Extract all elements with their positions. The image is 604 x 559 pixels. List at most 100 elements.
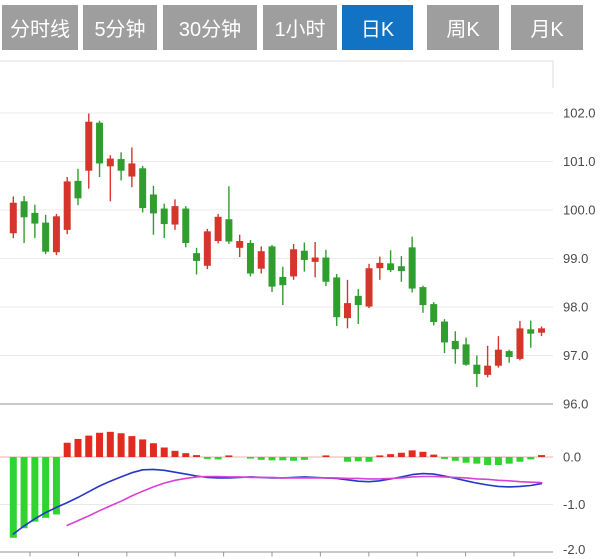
candle-body xyxy=(52,216,60,253)
macd-bar-up xyxy=(419,451,427,457)
macd-bar-up xyxy=(117,433,125,457)
candle-body xyxy=(193,253,201,261)
macd-bar-down xyxy=(268,457,276,461)
candle-body xyxy=(128,163,136,177)
macd-axis-label: -2.0 xyxy=(563,542,585,557)
tab-label: 5分钟 xyxy=(94,19,146,41)
price-axis-label: 101.0 xyxy=(563,154,596,169)
candle-body xyxy=(74,180,82,199)
macd-bar-up xyxy=(538,455,546,457)
candle-body xyxy=(257,251,265,269)
tab-30min[interactable]: 30分钟 xyxy=(163,5,257,50)
tab-label: 1小时 xyxy=(274,19,326,41)
candle-body xyxy=(290,249,298,277)
candle-body xyxy=(300,250,308,260)
macd-bar-down xyxy=(31,457,39,522)
macd-bar-down xyxy=(246,457,254,459)
candle-body xyxy=(171,206,179,225)
macd-bar-up xyxy=(387,454,395,457)
tab-daily-k[interactable]: 日K xyxy=(342,5,413,50)
candle-body xyxy=(31,212,39,224)
price-axis-label: 102.0 xyxy=(563,106,596,121)
macd-axis-label: 0.0 xyxy=(563,450,581,465)
tab-label: 30分钟 xyxy=(178,19,242,41)
candle-body xyxy=(376,262,384,269)
candle-body xyxy=(63,181,71,230)
period-tabbar: 分时线 5分钟 30分钟 1小时 日K 周K 月K xyxy=(0,0,604,56)
candle-body xyxy=(527,329,535,334)
candle-body xyxy=(473,364,481,374)
tab-label: 日K xyxy=(360,19,395,41)
candle-body xyxy=(96,122,104,164)
macd-bar-down xyxy=(52,457,60,515)
macd-bar-down xyxy=(42,457,50,518)
macd-bar-up xyxy=(85,435,93,457)
price-axis-label: 100.0 xyxy=(563,203,596,218)
macd-axis-label: -1.0 xyxy=(563,497,585,512)
candle-body xyxy=(117,159,125,171)
price-axis-label: 97.0 xyxy=(563,348,588,363)
macd-bar-up xyxy=(160,447,168,457)
candle-body xyxy=(516,328,524,359)
candle-body xyxy=(343,303,351,319)
macd-bar-up xyxy=(182,453,190,457)
candle-body xyxy=(9,202,17,234)
macd-bar-down xyxy=(462,457,470,463)
tab-weekly-k[interactable]: 周K xyxy=(427,5,499,50)
candle-body xyxy=(322,257,330,282)
tab-label: 周K xyxy=(446,19,480,41)
macd-bar-down xyxy=(494,457,502,466)
macd-bar-up xyxy=(149,443,157,457)
candle-body xyxy=(214,216,222,242)
candle-body xyxy=(505,351,513,357)
candle-body xyxy=(333,277,341,318)
candle-body xyxy=(397,266,405,272)
candle-body xyxy=(225,219,233,242)
tab-1hour[interactable]: 1小时 xyxy=(263,5,337,50)
macd-bar-up xyxy=(225,455,233,457)
tab-label: 月K xyxy=(530,19,564,41)
macd-dif-line xyxy=(12,468,543,535)
candle-body xyxy=(149,194,157,214)
tab-monthly-k[interactable]: 月K xyxy=(511,5,583,50)
macd-bar-up xyxy=(171,450,179,457)
macd-bar-down xyxy=(505,457,513,464)
candle-body xyxy=(484,365,492,375)
macd-bar-down xyxy=(257,457,265,460)
candle-body xyxy=(354,295,362,306)
macd-bar-up xyxy=(74,438,82,457)
candle-body xyxy=(182,208,190,243)
candle-body xyxy=(236,241,244,248)
candle-body xyxy=(419,287,427,306)
tab-label: 分时线 xyxy=(10,19,70,41)
macd-bar-down xyxy=(214,457,222,460)
macd-bar-down xyxy=(365,457,373,462)
macd-bar-down xyxy=(484,457,492,466)
price-axis-label: 96.0 xyxy=(563,397,588,412)
tab-5min[interactable]: 5分钟 xyxy=(83,5,157,50)
macd-bar-down xyxy=(441,457,448,459)
candle-body xyxy=(203,231,211,266)
macd-bar-up xyxy=(430,454,438,457)
candle-body xyxy=(441,321,448,343)
candle-body xyxy=(106,158,114,167)
macd-bar-down xyxy=(20,457,28,529)
macd-bar-up xyxy=(96,432,104,457)
macd-bar-down xyxy=(9,457,17,538)
macd-bar-up xyxy=(408,450,416,457)
price-axis-label: 98.0 xyxy=(563,300,588,315)
tab-timeline[interactable]: 分时线 xyxy=(2,5,78,50)
macd-bar-up xyxy=(376,455,384,457)
macd-bar-up xyxy=(322,455,330,457)
candle-body xyxy=(139,168,147,209)
candle-body xyxy=(387,263,395,271)
macd-bar-down xyxy=(343,457,351,462)
macd-bar-down xyxy=(516,457,524,462)
candle-body xyxy=(538,328,546,333)
macd-bar-down xyxy=(203,457,211,459)
candle-body xyxy=(268,246,276,287)
macd-bar-down xyxy=(290,457,298,461)
candle-body xyxy=(20,201,28,218)
